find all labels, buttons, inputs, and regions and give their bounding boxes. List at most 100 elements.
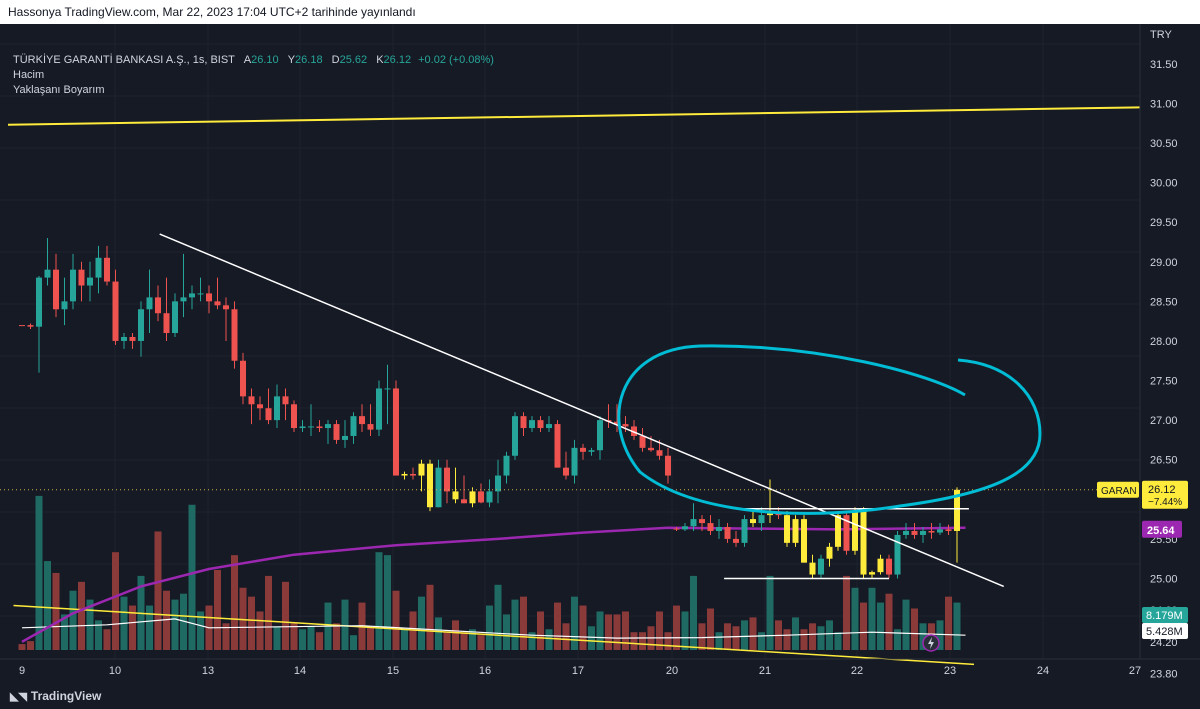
volume-bar xyxy=(44,561,51,650)
time-axis[interactable]: 9 10 13 14 15 16 17 20 21 22 23 24 27 xyxy=(0,658,1200,677)
candle-body xyxy=(894,534,901,575)
volume-bar xyxy=(103,629,111,650)
volume-bar xyxy=(469,629,476,650)
volume-bar xyxy=(299,629,306,650)
snapshot-button[interactable] xyxy=(922,634,940,652)
price-tick-label: 27.00 xyxy=(1150,415,1178,427)
candle-body xyxy=(682,526,688,530)
candle-body xyxy=(580,447,586,452)
price-tick-label: 26.50 xyxy=(1150,455,1178,467)
volume-bar xyxy=(894,629,901,650)
price-tick-label: 28.00 xyxy=(1150,336,1178,348)
change-value: +0.02 (+0.08%) xyxy=(418,54,494,66)
candle-body xyxy=(104,257,110,282)
candle-body xyxy=(469,491,476,504)
volume-bar xyxy=(511,599,519,650)
candle-body xyxy=(716,527,722,531)
volume-bar xyxy=(341,599,349,650)
volume-bar xyxy=(596,611,604,650)
chart-panel[interactable]: TRY 31.50 31.00 30.50 30.00 29.50 29.00 28.50 2… xyxy=(0,24,1200,709)
candle-body xyxy=(231,309,238,361)
tradingview-logo: ◣◥ TradingView xyxy=(10,689,101,703)
volume-bar xyxy=(571,596,578,650)
candle-body xyxy=(843,515,850,551)
volume-bar xyxy=(307,626,315,650)
candle-body xyxy=(478,491,484,503)
candle-body xyxy=(418,463,425,476)
volume-bar xyxy=(316,632,323,650)
candle-body xyxy=(903,530,909,535)
volume-bar xyxy=(503,614,510,650)
candle-body xyxy=(146,297,153,310)
volume-bar xyxy=(231,555,238,650)
low-label: D xyxy=(331,54,340,66)
legend-indicator[interactable]: Yaklaşanı Boyarım xyxy=(13,84,105,96)
legend-symbol: TÜRKİYE GARANTİ BANKASI A.Ş., 1s, BIST xyxy=(13,54,235,66)
legend: TÜRKİYE GARANTİ BANKASI A.Ş., 1s, BIST A… xyxy=(13,53,494,98)
volume-bar xyxy=(188,504,196,650)
candle-body xyxy=(945,529,952,531)
volume-bar xyxy=(27,641,34,650)
time-labels: 9 10 13 14 15 16 17 20 21 22 23 24 27 xyxy=(19,665,1141,677)
volume-bar xyxy=(171,599,179,650)
candle-body xyxy=(741,519,748,543)
volume-bar xyxy=(265,575,272,650)
candle-body xyxy=(197,293,204,295)
volume-bar xyxy=(520,596,527,650)
volume-bar xyxy=(698,623,706,650)
volume-bar xyxy=(443,632,451,650)
volume-bar xyxy=(248,596,255,650)
volume-ma-badge-bg xyxy=(1142,623,1188,639)
candle-body xyxy=(87,277,93,286)
price-axis[interactable]: TRY 31.50 31.00 30.50 30.00 29.50 29.00 28.50 2… xyxy=(1139,24,1200,709)
horizontal-resistance-line xyxy=(7,106,1141,126)
ma-line xyxy=(21,526,966,643)
candle-body xyxy=(44,269,51,278)
volume-bar xyxy=(69,590,77,650)
ma-badge-text: 25.64 xyxy=(1147,525,1175,537)
volume-bar xyxy=(911,608,918,650)
volume-bar xyxy=(180,593,187,650)
time-label: 24 xyxy=(1037,665,1049,677)
volume-bar xyxy=(800,629,808,650)
last-change-text: −7.44% xyxy=(1148,497,1182,508)
volume-bar xyxy=(868,587,876,650)
volume-bar xyxy=(817,626,825,650)
candle-body xyxy=(520,416,527,429)
drawings[interactable] xyxy=(0,106,1141,588)
volume-bar xyxy=(690,575,697,650)
candle-body xyxy=(206,293,212,302)
candle-body xyxy=(53,269,59,310)
volume-bar xyxy=(333,623,340,650)
volume-bar xyxy=(52,572,60,650)
bolt-glyph xyxy=(928,637,934,649)
candle-body xyxy=(920,530,926,535)
candle-body xyxy=(801,519,807,563)
candle-body xyxy=(265,408,272,421)
candle-body xyxy=(631,426,637,436)
volume-bar xyxy=(112,552,119,650)
time-label: 20 xyxy=(666,665,678,677)
price-axis-bg xyxy=(1140,24,1200,659)
chart-svg[interactable]: TRY 31.50 31.00 30.50 30.00 29.50 29.00 28.50 2… xyxy=(0,24,1200,709)
legend-volume[interactable]: Hacim xyxy=(13,69,45,81)
volume-bar xyxy=(579,605,587,650)
candle-body xyxy=(138,309,144,341)
volume-bar xyxy=(375,552,383,650)
candle-body xyxy=(19,325,25,327)
price-tick-label: 25.00 xyxy=(1150,573,1178,585)
close-value: 26.12 xyxy=(383,54,412,66)
time-label: 22 xyxy=(851,665,863,677)
volume-bar xyxy=(290,623,298,650)
volume-bar xyxy=(486,605,493,650)
candle-body xyxy=(61,301,68,310)
candle-body xyxy=(954,489,960,531)
candle-body xyxy=(699,519,705,524)
candle-body xyxy=(758,515,765,524)
currency-label: TRY xyxy=(1150,29,1172,41)
volume-badge-text: 8.179M xyxy=(1146,610,1183,622)
close-label: K xyxy=(376,54,384,66)
candle-body xyxy=(189,293,195,298)
volume-bar xyxy=(613,614,621,650)
candle-body xyxy=(886,558,892,575)
